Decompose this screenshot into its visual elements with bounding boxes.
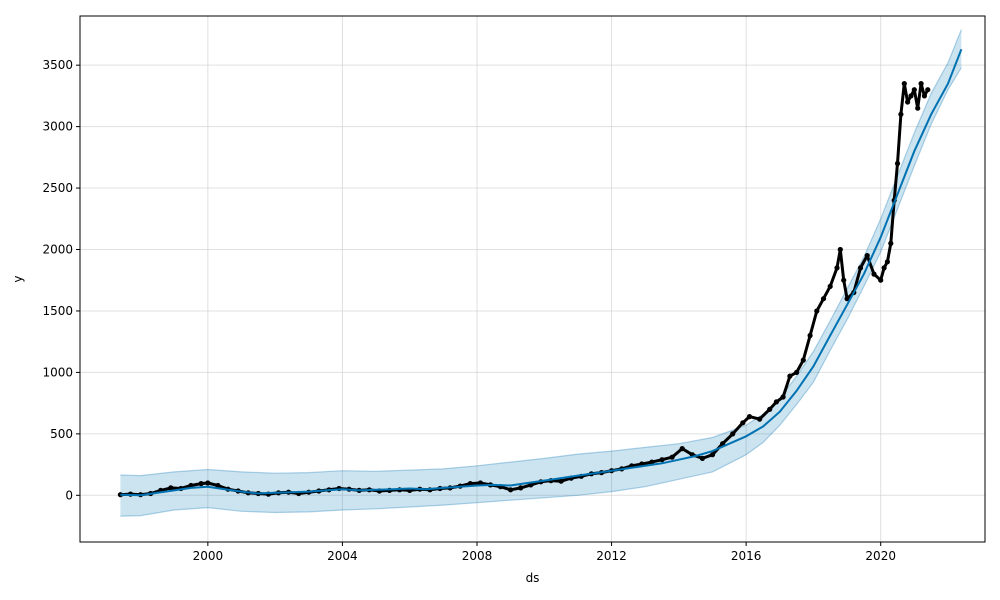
uncertainty-band-layer <box>120 29 962 517</box>
y-tick-label: 1000 <box>42 365 73 379</box>
y-tick-label: 3500 <box>42 58 73 72</box>
y-tick-label: 500 <box>50 427 73 441</box>
forecast-line-layer <box>120 48 963 497</box>
x-tick-label: 2016 <box>731 549 762 563</box>
x-tick-label: 2020 <box>865 549 896 563</box>
y-axis-ticks: 0 500 1000 1500 2000 2500 3000 3500 <box>42 58 80 502</box>
x-axis-label: ds <box>526 571 540 585</box>
observed-trace <box>120 82 930 497</box>
y-tick-label: 3000 <box>42 120 73 134</box>
x-tick-label: 2008 <box>462 549 493 563</box>
y-axis-label: y <box>11 275 25 282</box>
x-axis-ticks: 2000 2004 2008 2012 2016 2020 <box>193 542 896 563</box>
uncertainty-upper-edge <box>120 29 962 477</box>
observed-points-layer <box>117 81 931 498</box>
plot-frame <box>79 15 986 543</box>
y-tick-label: 2000 <box>42 243 73 257</box>
x-tick-label: 2012 <box>596 549 627 563</box>
x-tick-label: 2004 <box>327 549 358 563</box>
y-tick-label: 0 <box>65 488 73 502</box>
y-tick-label: 1500 <box>42 304 73 318</box>
uncertainty-lower-edge <box>120 67 962 517</box>
x-tick-label: 2000 <box>193 549 224 563</box>
y-tick-label: 2500 <box>42 181 73 195</box>
forecast-line <box>120 48 963 497</box>
